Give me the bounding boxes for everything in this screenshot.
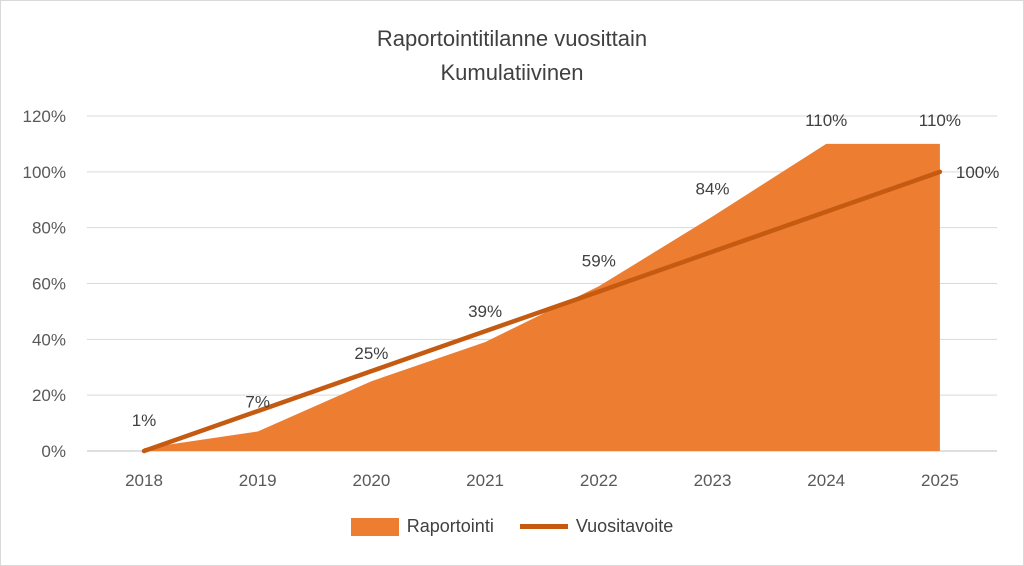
x-tick-label: 2022 xyxy=(580,471,618,490)
y-tick-label: 80% xyxy=(32,219,66,238)
legend-item-raportointi: Raportointi xyxy=(350,516,494,537)
line-vuositavoite xyxy=(141,169,943,454)
data-label-vuositavoite: 100% xyxy=(956,163,999,182)
data-label-raportointi: 39% xyxy=(468,302,502,321)
y-tick-label: 20% xyxy=(32,386,66,405)
x-tick-label: 2025 xyxy=(921,471,959,490)
x-tick-label: 2021 xyxy=(466,471,504,490)
legend-item-vuositavoite: Vuositavoite xyxy=(519,516,674,537)
data-label-raportointi: 59% xyxy=(582,251,616,270)
y-tick-label: 0% xyxy=(41,442,66,461)
legend-label-vuositavoite: Vuositavoite xyxy=(575,516,674,536)
legend-swatch-vuositavoite xyxy=(519,524,568,529)
y-tick-label: 40% xyxy=(32,330,66,349)
chart-title: Raportointitilanne vuosittain xyxy=(376,26,648,51)
data-label-raportointi: 110% xyxy=(919,111,961,130)
x-tick-label: 2023 xyxy=(694,471,732,490)
y-tick-label: 60% xyxy=(32,275,66,294)
data-label-raportointi: 110% xyxy=(805,111,847,130)
area-raportointi xyxy=(144,143,940,451)
x-tick-label: 2020 xyxy=(352,471,390,490)
legend-label-raportointi: Raportointi xyxy=(406,516,494,536)
y-tick-label: 120% xyxy=(23,107,66,126)
data-label-raportointi: 7% xyxy=(245,392,270,411)
data-label-raportointi: 84% xyxy=(695,180,729,199)
legend: Raportointi Vuositavoite xyxy=(0,516,1024,537)
legend-swatch-raportointi xyxy=(350,517,399,536)
data-label-raportointi: 25% xyxy=(354,344,388,363)
chart-subtitle: Kumulatiivinen xyxy=(440,60,584,85)
x-tick-label: 2019 xyxy=(239,471,277,490)
y-tick-label: 100% xyxy=(23,163,66,182)
data-label-raportointi: 1% xyxy=(132,411,157,430)
x-tick-label: 2024 xyxy=(807,471,845,490)
x-tick-label: 2018 xyxy=(125,471,163,490)
